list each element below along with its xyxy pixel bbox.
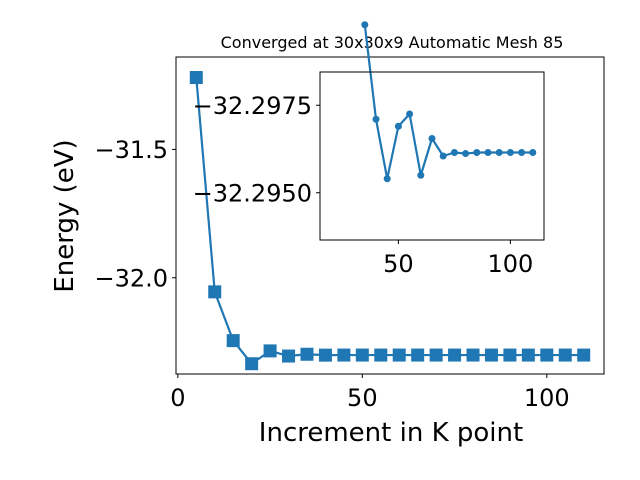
main-data-point [411, 348, 425, 362]
main-data-point [466, 348, 480, 362]
inset-data-point [383, 175, 391, 183]
inset-y-ticks: −32.2975 −32.2950 [193, 92, 320, 207]
main-x-tick-label: 0 [170, 384, 185, 412]
inset-data-point [361, 21, 369, 29]
main-data-point [503, 348, 517, 362]
main-data-point [577, 348, 591, 362]
main-x-tick-label: 100 [524, 384, 570, 412]
main-data-point [208, 285, 222, 299]
inset-data-point [518, 149, 526, 156]
main-data-point [374, 348, 388, 362]
inset-y-tick-label: −32.2950 [193, 179, 312, 207]
inset-data-point [417, 171, 425, 179]
main-y-tick-label: −32.0 [94, 264, 168, 292]
main-data-point [318, 348, 332, 362]
chart-title: Converged at 30x30x9 Automatic Mesh 85 [221, 33, 564, 52]
main-y-ticks: −32.0 −31.5 [94, 136, 176, 292]
main-data-point [337, 348, 351, 362]
inset-plot: 50 100 −32.2975 −32.2950 [193, 21, 545, 278]
main-data-point [300, 347, 314, 361]
inset-data-point [484, 149, 492, 156]
inset-data-point [450, 149, 458, 156]
main-plot: Converged at 30x30x9 Automatic Mesh 85 0… [50, 33, 605, 448]
main-data-point [226, 334, 240, 348]
main-data-point [448, 348, 462, 362]
inset-data-point [406, 110, 414, 118]
inset-data-point [506, 149, 514, 156]
inset-x-ticks: 50 100 [383, 240, 533, 278]
inset-background [320, 72, 544, 240]
inset-data-point [495, 149, 503, 156]
main-data-point [245, 357, 259, 371]
main-data-point [521, 348, 535, 362]
inset-axes-frame [319, 71, 545, 241]
main-data-point [355, 348, 369, 362]
main-series [189, 71, 591, 371]
inset-series-line [363, 24, 533, 180]
main-y-tick-label: −31.5 [94, 136, 168, 164]
main-data-point [189, 71, 203, 85]
inset-x-tick-label: 100 [487, 250, 533, 278]
main-x-tick-label: 50 [347, 384, 378, 412]
inset-data-point [462, 150, 470, 158]
inset-series [361, 21, 537, 183]
y-axis-label: Energy (eV) [50, 139, 80, 292]
main-x-ticks: 0 50 100 [170, 374, 570, 412]
main-data-point [484, 348, 498, 362]
inset-data-point [428, 135, 436, 142]
inset-y-tick-label: −32.2975 [193, 92, 312, 120]
main-axes-frame [175, 56, 605, 375]
main-data-point [540, 348, 554, 362]
inset-data-point [439, 152, 447, 160]
main-data-point [429, 348, 443, 362]
main-data-point [558, 348, 572, 362]
main-series-line [195, 77, 584, 365]
main-data-point [392, 348, 406, 362]
inset-data-point [473, 149, 481, 156]
inset-data-point [372, 115, 380, 123]
main-data-point [282, 349, 296, 363]
inset-data-point [394, 122, 402, 130]
inset-x-tick-label: 50 [383, 250, 414, 278]
inset-data-point [529, 149, 537, 156]
x-axis-label: Increment in K point [259, 418, 523, 448]
main-data-point [263, 344, 277, 358]
